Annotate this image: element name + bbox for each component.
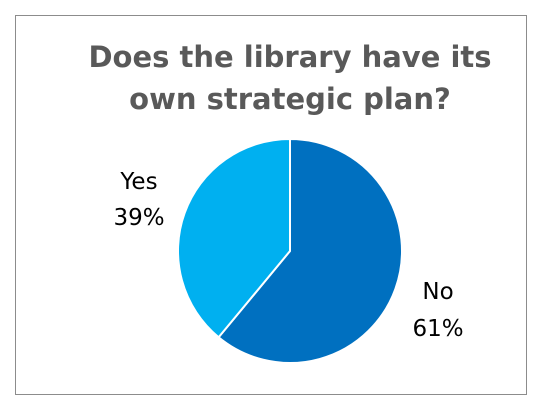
slice-label-no: No — [422, 279, 453, 305]
slice-value-no: 61% — [412, 316, 463, 342]
pie-slices — [177, 138, 403, 364]
chart-title-line-2: own strategic plan? — [129, 82, 451, 116]
pie-slice-no — [217, 138, 403, 364]
chart-title-line-1: Does the library have its — [88, 40, 491, 74]
slice-label-yes: Yes — [119, 169, 157, 195]
pie-slice-yes — [177, 138, 291, 339]
chart-frame: Does the library have its own strategic … — [15, 15, 527, 395]
slice-value-yes: 39% — [113, 205, 164, 231]
